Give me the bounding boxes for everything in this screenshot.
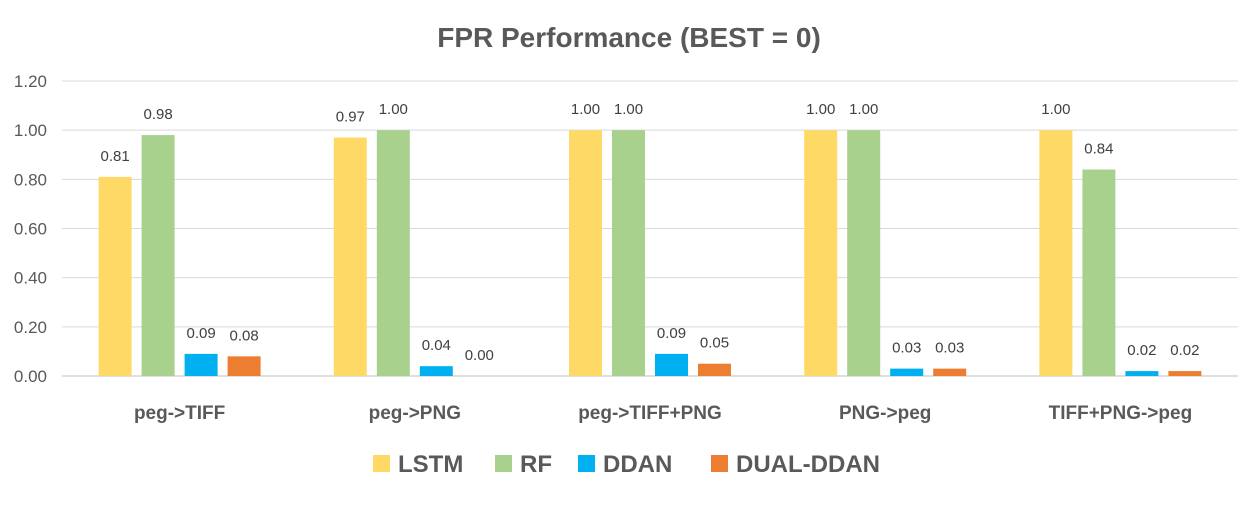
data-label: 1.00: [379, 101, 408, 118]
x-tick-label: PNG->peg: [839, 403, 931, 424]
legend-swatch: [495, 455, 512, 472]
bar-dual-ddan: [698, 363, 731, 376]
legend-label: RF: [520, 451, 552, 478]
bar-rf: [376, 130, 410, 376]
bar-lstm: [333, 137, 367, 376]
data-label: 0.09: [657, 325, 686, 342]
x-tick-label: peg->TIFF: [134, 403, 225, 424]
bar-rf: [847, 130, 881, 376]
data-label: 0.05: [700, 335, 729, 352]
legend-label: LSTM: [398, 451, 463, 478]
y-tick-label: 1.20: [14, 72, 47, 91]
bar-rf: [1082, 169, 1116, 376]
chart-title: FPR Performance (BEST = 0): [437, 22, 821, 53]
data-labels: 0.81 0.98 0.09 0.08 0.97 1.00 0.04 0.00 1.00 1.00…: [100, 101, 1199, 364]
data-label: 1.00: [614, 101, 643, 118]
bar-ddan: [184, 353, 218, 376]
legend-swatch: [373, 455, 390, 472]
legend-swatch: [578, 455, 595, 472]
y-tick-label: 0.80: [14, 170, 47, 189]
bar-rf: [141, 135, 175, 376]
data-label: 1.00: [849, 101, 878, 118]
data-label: 0.03: [935, 340, 964, 357]
bar-ddan: [1125, 371, 1159, 376]
bar-ddan: [419, 366, 453, 376]
x-axis-ticks: peg->TIFF peg->PNG peg->TIFF+PNG PNG->peg TI…: [134, 403, 1192, 424]
y-axis-ticks: 0.00 0.20 0.40 0.60 0.80 1.00 1.20: [14, 72, 47, 386]
y-tick-label: 1.00: [14, 121, 47, 140]
data-label: 0.03: [892, 340, 921, 357]
bar-rf: [612, 130, 645, 376]
data-label: 0.98: [143, 106, 172, 123]
bar-lstm: [569, 130, 602, 376]
bar-dual-ddan: [933, 368, 967, 376]
bar-lstm: [804, 130, 838, 376]
legend-label: DDAN: [603, 451, 672, 478]
data-label: 1.00: [1041, 101, 1070, 118]
data-label: 1.00: [806, 101, 835, 118]
bar-dual-ddan: [227, 356, 261, 376]
x-tick-label: TIFF+PNG->peg: [1049, 403, 1193, 424]
data-label: 0.81: [100, 148, 129, 165]
data-label: 0.02: [1127, 342, 1156, 359]
legend-swatch: [711, 455, 728, 472]
data-label: 0.08: [229, 327, 258, 344]
legend-label: DUAL-DDAN: [736, 451, 880, 478]
data-label: 0.84: [1084, 141, 1113, 158]
bar-ddan: [655, 353, 688, 376]
data-label: 1.00: [571, 101, 600, 118]
data-label: 0.09: [186, 325, 215, 342]
data-label: 0.97: [336, 109, 365, 126]
bars: [98, 130, 1202, 376]
y-tick-label: 0.20: [14, 318, 47, 337]
bar-dual-ddan: [1168, 371, 1202, 376]
gridlines: [62, 80, 1238, 377]
data-label: 0.04: [422, 337, 451, 354]
y-tick-label: 0.60: [14, 220, 47, 239]
x-tick-label: peg->TIFF+PNG: [578, 403, 722, 424]
y-tick-label: 0.00: [14, 367, 47, 386]
bar-ddan: [890, 368, 924, 376]
data-label: 0.00: [465, 347, 494, 364]
bar-lstm: [1039, 130, 1073, 376]
bar-lstm: [98, 176, 132, 376]
y-tick-label: 0.40: [14, 269, 47, 288]
legend: LSTM RF DDAN DUAL-DDAN: [373, 451, 880, 478]
x-tick-label: peg->PNG: [369, 403, 461, 424]
data-label: 0.02: [1170, 342, 1199, 359]
